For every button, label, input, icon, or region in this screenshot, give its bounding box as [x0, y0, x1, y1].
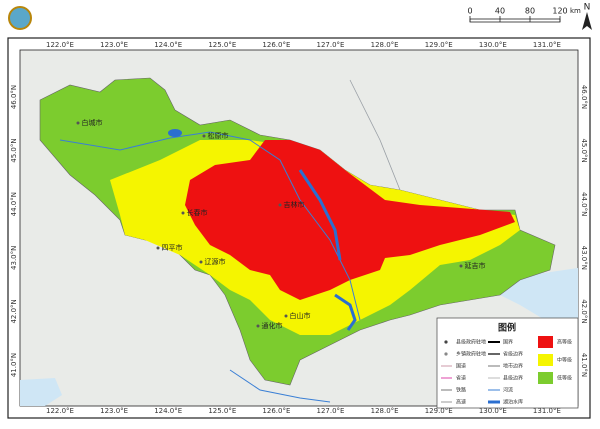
legend-symbol [444, 340, 448, 344]
latitude-label: 44.0°N [580, 192, 588, 216]
city-label: 松原市 [208, 131, 229, 140]
legend-title: 图例 [498, 322, 516, 334]
scale-unit: km [570, 7, 581, 15]
longitude-label: 128.0°E [371, 407, 399, 415]
city-point [199, 260, 203, 264]
legend-label: 高等级 [557, 339, 572, 346]
city-point [278, 203, 282, 207]
longitude-label: 131.0°E [533, 407, 561, 415]
water-features [59, 79, 401, 403]
legend-label: 乡镇政府驻地 [456, 351, 486, 358]
legend-label: 低等级 [557, 375, 572, 382]
scale-bar [469, 18, 561, 23]
longitude-label: 127.0°E [317, 407, 345, 415]
logo [8, 6, 32, 30]
longitude-label: 125.0°E [208, 41, 236, 49]
city-label: 辽源市 [205, 257, 226, 266]
longitude-label: 123.0°E [100, 41, 128, 49]
river [349, 79, 401, 191]
city-label: 吉林市 [284, 200, 305, 209]
river [229, 369, 331, 403]
city-point [459, 264, 463, 268]
latitude-label: 45.0°N [580, 138, 588, 162]
legend-label: 湖泊水库 [503, 399, 523, 406]
latitude-label: 43.0°N [580, 246, 588, 270]
lake [298, 169, 342, 261]
city-point [284, 314, 288, 318]
city-label: 通化市 [262, 321, 283, 330]
scale-label: 40 [495, 7, 505, 16]
legend-symbol [444, 352, 448, 356]
legend-label: 省级边界 [503, 351, 523, 358]
latitude-label: 41.0°N [580, 353, 588, 377]
legend-swatch [538, 336, 553, 348]
legend-label: 县级政府驻地 [456, 339, 486, 346]
labels: 122.0°E 122.0°E 123.0°E 123.0°E 124.0°E 124.0… [10, 3, 592, 415]
latitude-label: 46.0°N [10, 85, 18, 109]
longitude-label: 130.0°E [479, 407, 507, 415]
longitude-label: 122.0°E [46, 407, 74, 415]
legend-label: 国道 [456, 363, 466, 370]
latitude-label: 46.0°N [580, 85, 588, 109]
scale-label: 80 [525, 7, 535, 16]
latitude-label: 42.0°N [10, 299, 18, 323]
legend-label: 高速 [456, 399, 466, 406]
longitude-label: 130.0°E [479, 41, 507, 49]
latitude-label: 44.0°N [10, 192, 18, 216]
longitude-label: 129.0°E [425, 41, 453, 49]
legend-box [436, 317, 579, 409]
city-point [202, 134, 206, 138]
sea [20, 378, 62, 406]
city-point [156, 246, 160, 250]
longitude-label: 125.0°E [208, 407, 236, 415]
legend-swatch [538, 354, 553, 366]
longitude-label: 127.0°E [317, 41, 345, 49]
legend-label: 中等级 [557, 357, 572, 364]
latitude-label: 45.0°N [10, 138, 18, 162]
risk-regions [39, 77, 556, 386]
longitude-label: 126.0°E [262, 407, 290, 415]
legend-label: 铁路 [456, 387, 466, 394]
latitude-label: 42.0°N [580, 299, 588, 323]
longitude-label: 129.0°E [425, 407, 453, 415]
latitude-label: 43.0°N [10, 246, 18, 270]
longitude-label: 124.0°E [154, 41, 182, 49]
high-level-region [185, 140, 515, 300]
legend-label: 县级边界 [503, 375, 523, 382]
longitude-label: 122.0°E [46, 41, 74, 49]
legend-label: 省道 [456, 375, 466, 382]
city-point [256, 324, 260, 328]
city-point [76, 121, 80, 125]
north-arrow [582, 12, 592, 30]
legend-label: 河流 [503, 387, 513, 394]
latitude-label: 41.0°N [10, 353, 18, 377]
legend-swatch [538, 372, 553, 384]
city-label: 四平市 [162, 243, 183, 252]
longitude-label: 123.0°E [100, 407, 128, 415]
scale-label: 0 [467, 7, 472, 16]
city-point [181, 211, 185, 215]
longitude-label: 128.0°E [371, 41, 399, 49]
city-label: 白城市 [82, 118, 103, 127]
city-label: 延吉市 [465, 261, 486, 270]
longitude-label: 126.0°E [262, 41, 290, 49]
legend-label: 地市边界 [503, 363, 523, 370]
longitude-label: 131.0°E [533, 41, 561, 49]
lake [334, 293, 357, 331]
city-label: 白山市 [290, 311, 311, 320]
legend-label: 国界 [503, 340, 513, 346]
city-label: 长春市 [187, 208, 208, 217]
north-label: N [584, 3, 591, 13]
longitude-label: 124.0°E [154, 407, 182, 415]
lake [168, 129, 182, 137]
scale-label: 120 [552, 7, 567, 16]
